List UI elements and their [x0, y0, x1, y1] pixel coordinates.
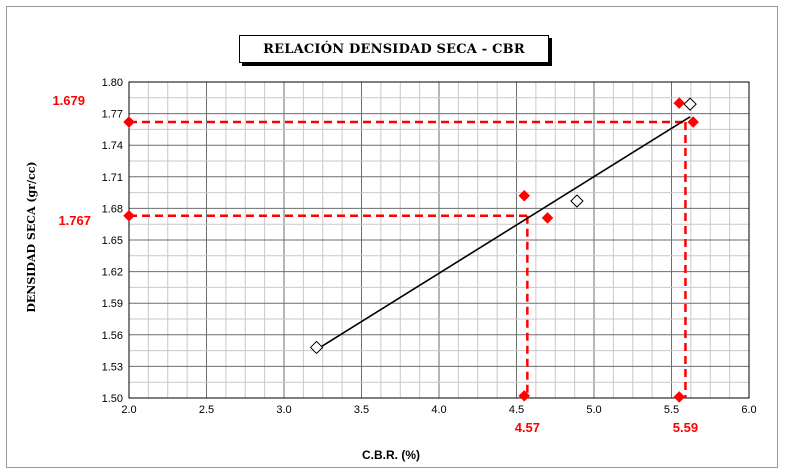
- y-axis-label: DENSIDAD SECA (gr/cc): [25, 161, 38, 312]
- x-tick-label: 2.0: [121, 404, 136, 416]
- y-tick-label: 1.62: [102, 267, 123, 279]
- x-tick-labels: 2.0 2.5 3.0 3.5 4.0 4.5 5.0 5.5 6.0: [121, 404, 756, 416]
- y-tick-label: 1.74: [102, 140, 123, 152]
- x-tick-label: 4.0: [431, 404, 446, 416]
- reference-y-label: 1.767: [58, 213, 91, 228]
- chart-title-text: RELACIÓN DENSIDAD SECA - CBR: [263, 41, 525, 57]
- reference-marker: [687, 116, 700, 128]
- reference-markers: [123, 97, 700, 403]
- trend-line: [314, 116, 691, 352]
- reference-marker: [673, 97, 686, 109]
- reference-marker: [123, 209, 135, 222]
- reference-lines: [129, 120, 687, 398]
- plot-area: [128, 81, 750, 399]
- data-point: [683, 97, 697, 111]
- x-tick-label: 2.5: [199, 404, 214, 416]
- y-tick-label: 1.65: [102, 235, 123, 247]
- y-tick-label: 1.53: [102, 361, 123, 373]
- y-tick-label: 1.50: [102, 393, 123, 405]
- reference-marker: [541, 212, 554, 224]
- x-tick-label: 5.5: [664, 404, 679, 416]
- reference-marker: [673, 391, 686, 403]
- y-tick-label: 1.59: [102, 298, 123, 310]
- reference-y-label: 1.679: [52, 93, 85, 108]
- reference-labels: 1.679 4.57 1.767 5.59: [52, 93, 698, 435]
- y-tick-label: 1.71: [102, 172, 123, 184]
- y-tick-label: 1.68: [102, 203, 123, 215]
- data-points: [309, 97, 697, 355]
- chart-svg: 2.0 2.5 3.0 3.5 4.0 4.5 5.0 5.5 6.0 1.50 1.53 1.56…: [25, 77, 757, 462]
- y-tick-label: 1.80: [102, 77, 123, 89]
- reference-x-label: 5.59: [673, 420, 698, 435]
- data-point: [570, 194, 584, 208]
- y-tick-label: 1.56: [102, 330, 123, 342]
- y-tick-label: 1.77: [102, 109, 123, 121]
- grid: [128, 81, 750, 399]
- reference-x-label: 4.57: [515, 420, 540, 435]
- x-tick-label: 3.0: [276, 404, 291, 416]
- x-axis-label: C.B.R. (%): [362, 448, 420, 462]
- y-tick-labels: 1.50 1.53 1.56 1.59 1.62 1.65 1.68 1.71 1.74 1.77…: [102, 77, 123, 405]
- data-point: [309, 340, 324, 355]
- x-tick-label: 5.0: [586, 404, 601, 416]
- reference-marker: [518, 390, 531, 402]
- x-tick-label: 3.5: [354, 404, 369, 416]
- x-tick-label: 6.0: [741, 404, 756, 416]
- reference-marker: [518, 189, 531, 202]
- reference-marker: [123, 116, 135, 128]
- trend-line-segment: [314, 116, 691, 352]
- x-tick-label: 4.5: [509, 404, 524, 416]
- chart-frame: 2.0 2.5 3.0 3.5 4.0 4.5 5.0 5.5 6.0 1.50 1.53 1.56…: [6, 6, 778, 468]
- chart-title: RELACIÓN DENSIDAD SECA - CBR: [239, 35, 549, 63]
